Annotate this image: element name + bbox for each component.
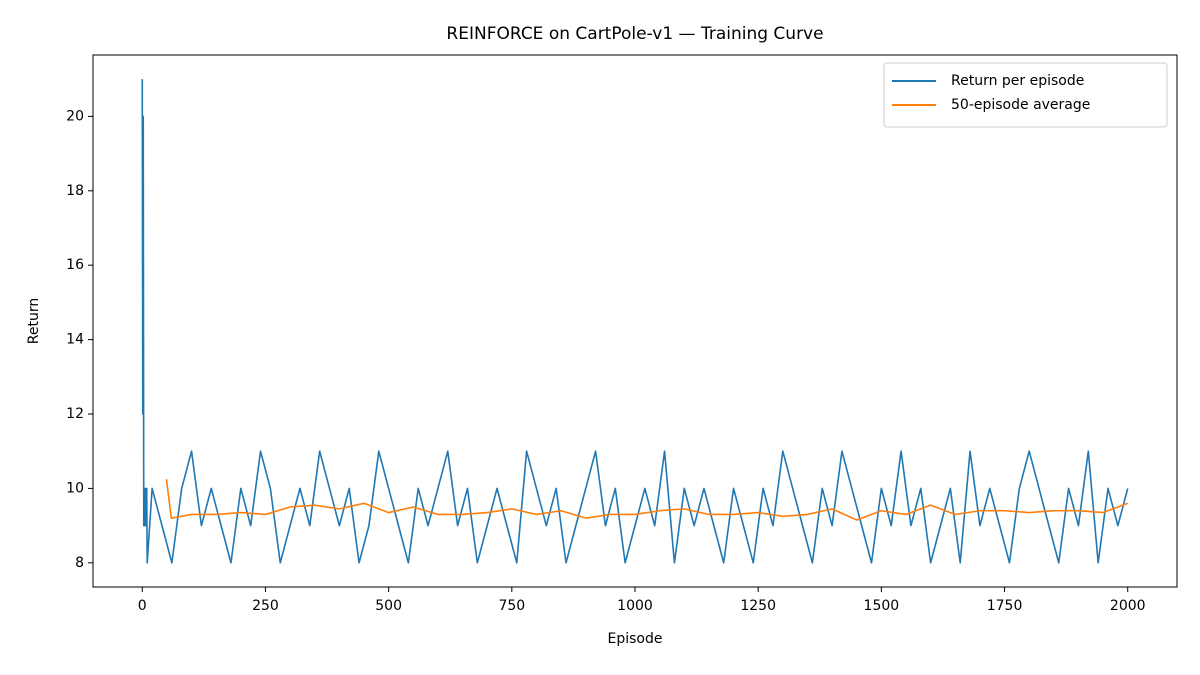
x-tick-label: 750: [498, 598, 525, 614]
y-tick-label: 12: [66, 406, 84, 422]
y-axis-label: Return: [26, 298, 42, 344]
legend-label: Return per episode: [951, 73, 1084, 89]
x-tick-label: 500: [375, 598, 402, 614]
y-tick-label: 16: [66, 257, 84, 273]
x-tick-label: 2000: [1110, 598, 1146, 614]
x-tick-label: 0: [138, 598, 147, 614]
series-line: [141, 79, 1129, 564]
x-axis-label: Episode: [608, 631, 663, 647]
x-tick-label: 1500: [864, 598, 900, 614]
legend-label: 50-episode average: [951, 97, 1090, 113]
y-tick-label: 8: [75, 555, 84, 571]
plot-frame: [92, 54, 1178, 588]
chart-title: REINFORCE on CartPole-v1 — Training Curv…: [446, 24, 823, 44]
y-tick-label: 20: [66, 108, 84, 124]
x-tick-label: 1250: [740, 598, 776, 614]
legend: Return per episode 50-episode average: [883, 62, 1168, 128]
x-tick-label: 1750: [987, 598, 1023, 614]
y-tick-label: 18: [66, 183, 84, 199]
series-line: [165, 479, 1129, 521]
x-tick-label: 1000: [617, 598, 653, 614]
y-tick-label: 14: [66, 332, 84, 348]
y-tick-label: 10: [66, 480, 84, 496]
x-tick-label: 250: [252, 598, 279, 614]
legend-box: [883, 62, 1168, 128]
